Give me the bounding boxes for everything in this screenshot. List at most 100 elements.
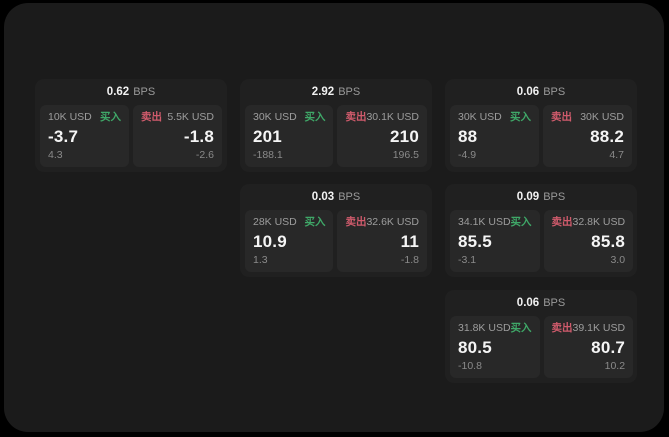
buy-sub-value: -188.1 bbox=[253, 149, 283, 161]
buy-price: 80.5 bbox=[458, 337, 492, 357]
buy-panel[interactable]: 34.1K USD 买入 85.5 -3.1 bbox=[450, 210, 540, 272]
buy-side-label: 买入 bbox=[100, 111, 121, 123]
buy-panel[interactable]: 10K USD 买入 -3.7 4.3 bbox=[40, 105, 129, 167]
buy-price: 88 bbox=[458, 126, 478, 146]
sell-panel-top: 卖出 32.6K USD bbox=[345, 216, 419, 229]
bps-value: 0.09 bbox=[516, 191, 540, 203]
buy-panel-top: 31.8K USD 买入 bbox=[458, 322, 532, 335]
buy-sub-value: 4.3 bbox=[48, 149, 63, 161]
quote-card: 0.06 BPS 31.8K USD 买入 80.5 -10.8 卖出 39.1… bbox=[445, 290, 637, 383]
panels-container: 30K USD 买入 88 -4.9 卖出 30K USD 88.2 4.7 bbox=[445, 105, 637, 172]
buy-panel-top: 30K USD 买入 bbox=[458, 111, 531, 124]
sell-notional: 5.5K USD bbox=[167, 111, 214, 123]
buy-notional: 31.8K USD bbox=[458, 322, 511, 334]
bps-unit-label: BPS bbox=[338, 86, 361, 98]
buy-side-label: 买入 bbox=[510, 111, 531, 123]
sell-panel[interactable]: 卖出 30.1K USD 210 196.5 bbox=[337, 105, 427, 167]
sell-price: 88.2 bbox=[590, 126, 624, 146]
sell-panel[interactable]: 卖出 39.1K USD 80.7 10.2 bbox=[543, 316, 634, 378]
bps-value: 0.06 bbox=[516, 86, 540, 98]
card-header: 0.09 BPS bbox=[445, 184, 637, 210]
sell-notional: 30.1K USD bbox=[366, 111, 419, 123]
sell-side-label: 卖出 bbox=[551, 322, 573, 334]
sell-notional: 30K USD bbox=[580, 111, 624, 123]
sell-notional: 39.1K USD bbox=[572, 322, 626, 334]
sell-panel-top: 卖出 5.5K USD bbox=[141, 111, 214, 124]
panels-container: 34.1K USD 买入 85.5 -3.1 卖出 32.8K USD 85.8… bbox=[445, 210, 637, 277]
panels-container: 28K USD 买入 10.9 1.3 卖出 32.6K USD 11 -1.8 bbox=[240, 210, 432, 277]
bps-value: 0.06 bbox=[516, 297, 540, 309]
buy-price: 201 bbox=[253, 126, 282, 146]
card-header: 0.62 BPS bbox=[35, 79, 227, 105]
buy-price: 85.5 bbox=[458, 231, 492, 251]
buy-notional: 10K USD bbox=[48, 111, 92, 123]
bps-unit-label: BPS bbox=[543, 86, 566, 98]
sell-panel[interactable]: 卖出 5.5K USD -1.8 -2.6 bbox=[133, 105, 222, 167]
panels-container: 10K USD 买入 -3.7 4.3 卖出 5.5K USD -1.8 -2.… bbox=[35, 105, 227, 172]
buy-panel-top: 30K USD 买入 bbox=[253, 111, 325, 124]
sell-price: -1.8 bbox=[183, 126, 214, 146]
buy-sub-value: -4.9 bbox=[458, 149, 477, 161]
sell-sub-value: 196.5 bbox=[392, 149, 419, 161]
quote-card: 0.06 BPS 30K USD 买入 88 -4.9 卖出 30K USD 8… bbox=[445, 79, 637, 172]
quote-card: 0.62 BPS 10K USD 买入 -3.7 4.3 卖出 5.5K USD… bbox=[35, 79, 227, 172]
buy-sub-value: 1.3 bbox=[253, 254, 268, 266]
bps-unit-label: BPS bbox=[338, 191, 361, 203]
buy-side-label: 买入 bbox=[510, 216, 532, 228]
panels-container: 30K USD 买入 201 -188.1 卖出 30.1K USD 210 1… bbox=[240, 105, 432, 172]
buy-sub-value: -10.8 bbox=[458, 360, 482, 372]
buy-notional: 28K USD bbox=[253, 216, 297, 228]
bps-unit-label: BPS bbox=[543, 297, 566, 309]
card-header: 0.06 BPS bbox=[445, 79, 637, 105]
card-header: 0.06 BPS bbox=[445, 290, 637, 316]
buy-panel[interactable]: 30K USD 买入 201 -188.1 bbox=[245, 105, 334, 167]
buy-price: 10.9 bbox=[253, 231, 287, 251]
sell-panel-top: 卖出 30.1K USD bbox=[345, 111, 419, 124]
bps-value: 0.62 bbox=[106, 86, 130, 98]
sell-notional: 32.6K USD bbox=[366, 216, 419, 228]
buy-panel-top: 34.1K USD 买入 bbox=[458, 216, 532, 229]
sell-sub-value: -2.6 bbox=[195, 149, 214, 161]
sell-sub-value: 3.0 bbox=[610, 254, 626, 266]
quote-card: 0.09 BPS 34.1K USD 买入 85.5 -3.1 卖出 32.8K… bbox=[445, 184, 637, 277]
buy-notional: 34.1K USD bbox=[458, 216, 511, 228]
quote-card: 2.92 BPS 30K USD 买入 201 -188.1 卖出 30.1K … bbox=[240, 79, 432, 172]
panels-container: 31.8K USD 买入 80.5 -10.8 卖出 39.1K USD 80.… bbox=[445, 316, 637, 383]
sell-notional: 32.8K USD bbox=[572, 216, 626, 228]
sell-price: 11 bbox=[400, 231, 419, 251]
bps-value: 0.03 bbox=[311, 191, 335, 203]
sell-side-label: 卖出 bbox=[551, 111, 572, 123]
sell-panel-top: 卖出 32.8K USD bbox=[552, 216, 626, 229]
buy-side-label: 买入 bbox=[510, 322, 532, 334]
sell-panel[interactable]: 卖出 30K USD 88.2 4.7 bbox=[543, 105, 632, 167]
buy-panel[interactable]: 28K USD 买入 10.9 1.3 bbox=[245, 210, 334, 272]
sell-panel[interactable]: 卖出 32.6K USD 11 -1.8 bbox=[337, 210, 427, 272]
sell-side-label: 卖出 bbox=[345, 111, 367, 123]
card-header: 0.03 BPS bbox=[240, 184, 432, 210]
buy-panel-top: 10K USD 买入 bbox=[48, 111, 121, 124]
sell-panel-top: 卖出 30K USD bbox=[551, 111, 624, 124]
buy-panel[interactable]: 30K USD 买入 88 -4.9 bbox=[450, 105, 539, 167]
bps-unit-label: BPS bbox=[133, 86, 156, 98]
buy-panel[interactable]: 31.8K USD 买入 80.5 -10.8 bbox=[450, 316, 540, 378]
buy-side-label: 买入 bbox=[304, 111, 326, 123]
buy-notional: 30K USD bbox=[458, 111, 502, 123]
buy-sub-value: -3.1 bbox=[458, 254, 477, 266]
buy-price: -3.7 bbox=[48, 126, 79, 146]
sell-panel[interactable]: 卖出 32.8K USD 85.8 3.0 bbox=[543, 210, 634, 272]
sell-side-label: 卖出 bbox=[551, 216, 573, 228]
sell-price: 210 bbox=[390, 126, 419, 146]
buy-notional: 30K USD bbox=[253, 111, 297, 123]
bps-value: 2.92 bbox=[311, 86, 335, 98]
sell-price: 80.7 bbox=[591, 337, 626, 357]
quote-card: 0.03 BPS 28K USD 买入 10.9 1.3 卖出 32.6K US… bbox=[240, 184, 432, 277]
sell-price: 85.8 bbox=[591, 231, 626, 251]
sell-sub-value: -1.8 bbox=[400, 254, 419, 266]
quote-board-panel: 0.62 BPS 10K USD 买入 -3.7 4.3 卖出 5.5K USD… bbox=[4, 3, 664, 432]
card-header: 2.92 BPS bbox=[240, 79, 432, 105]
sell-panel-top: 卖出 39.1K USD bbox=[552, 322, 626, 335]
sell-side-label: 卖出 bbox=[345, 216, 367, 228]
buy-side-label: 买入 bbox=[304, 216, 326, 228]
sell-sub-value: 4.7 bbox=[609, 149, 624, 161]
sell-sub-value: 10.2 bbox=[604, 360, 626, 372]
